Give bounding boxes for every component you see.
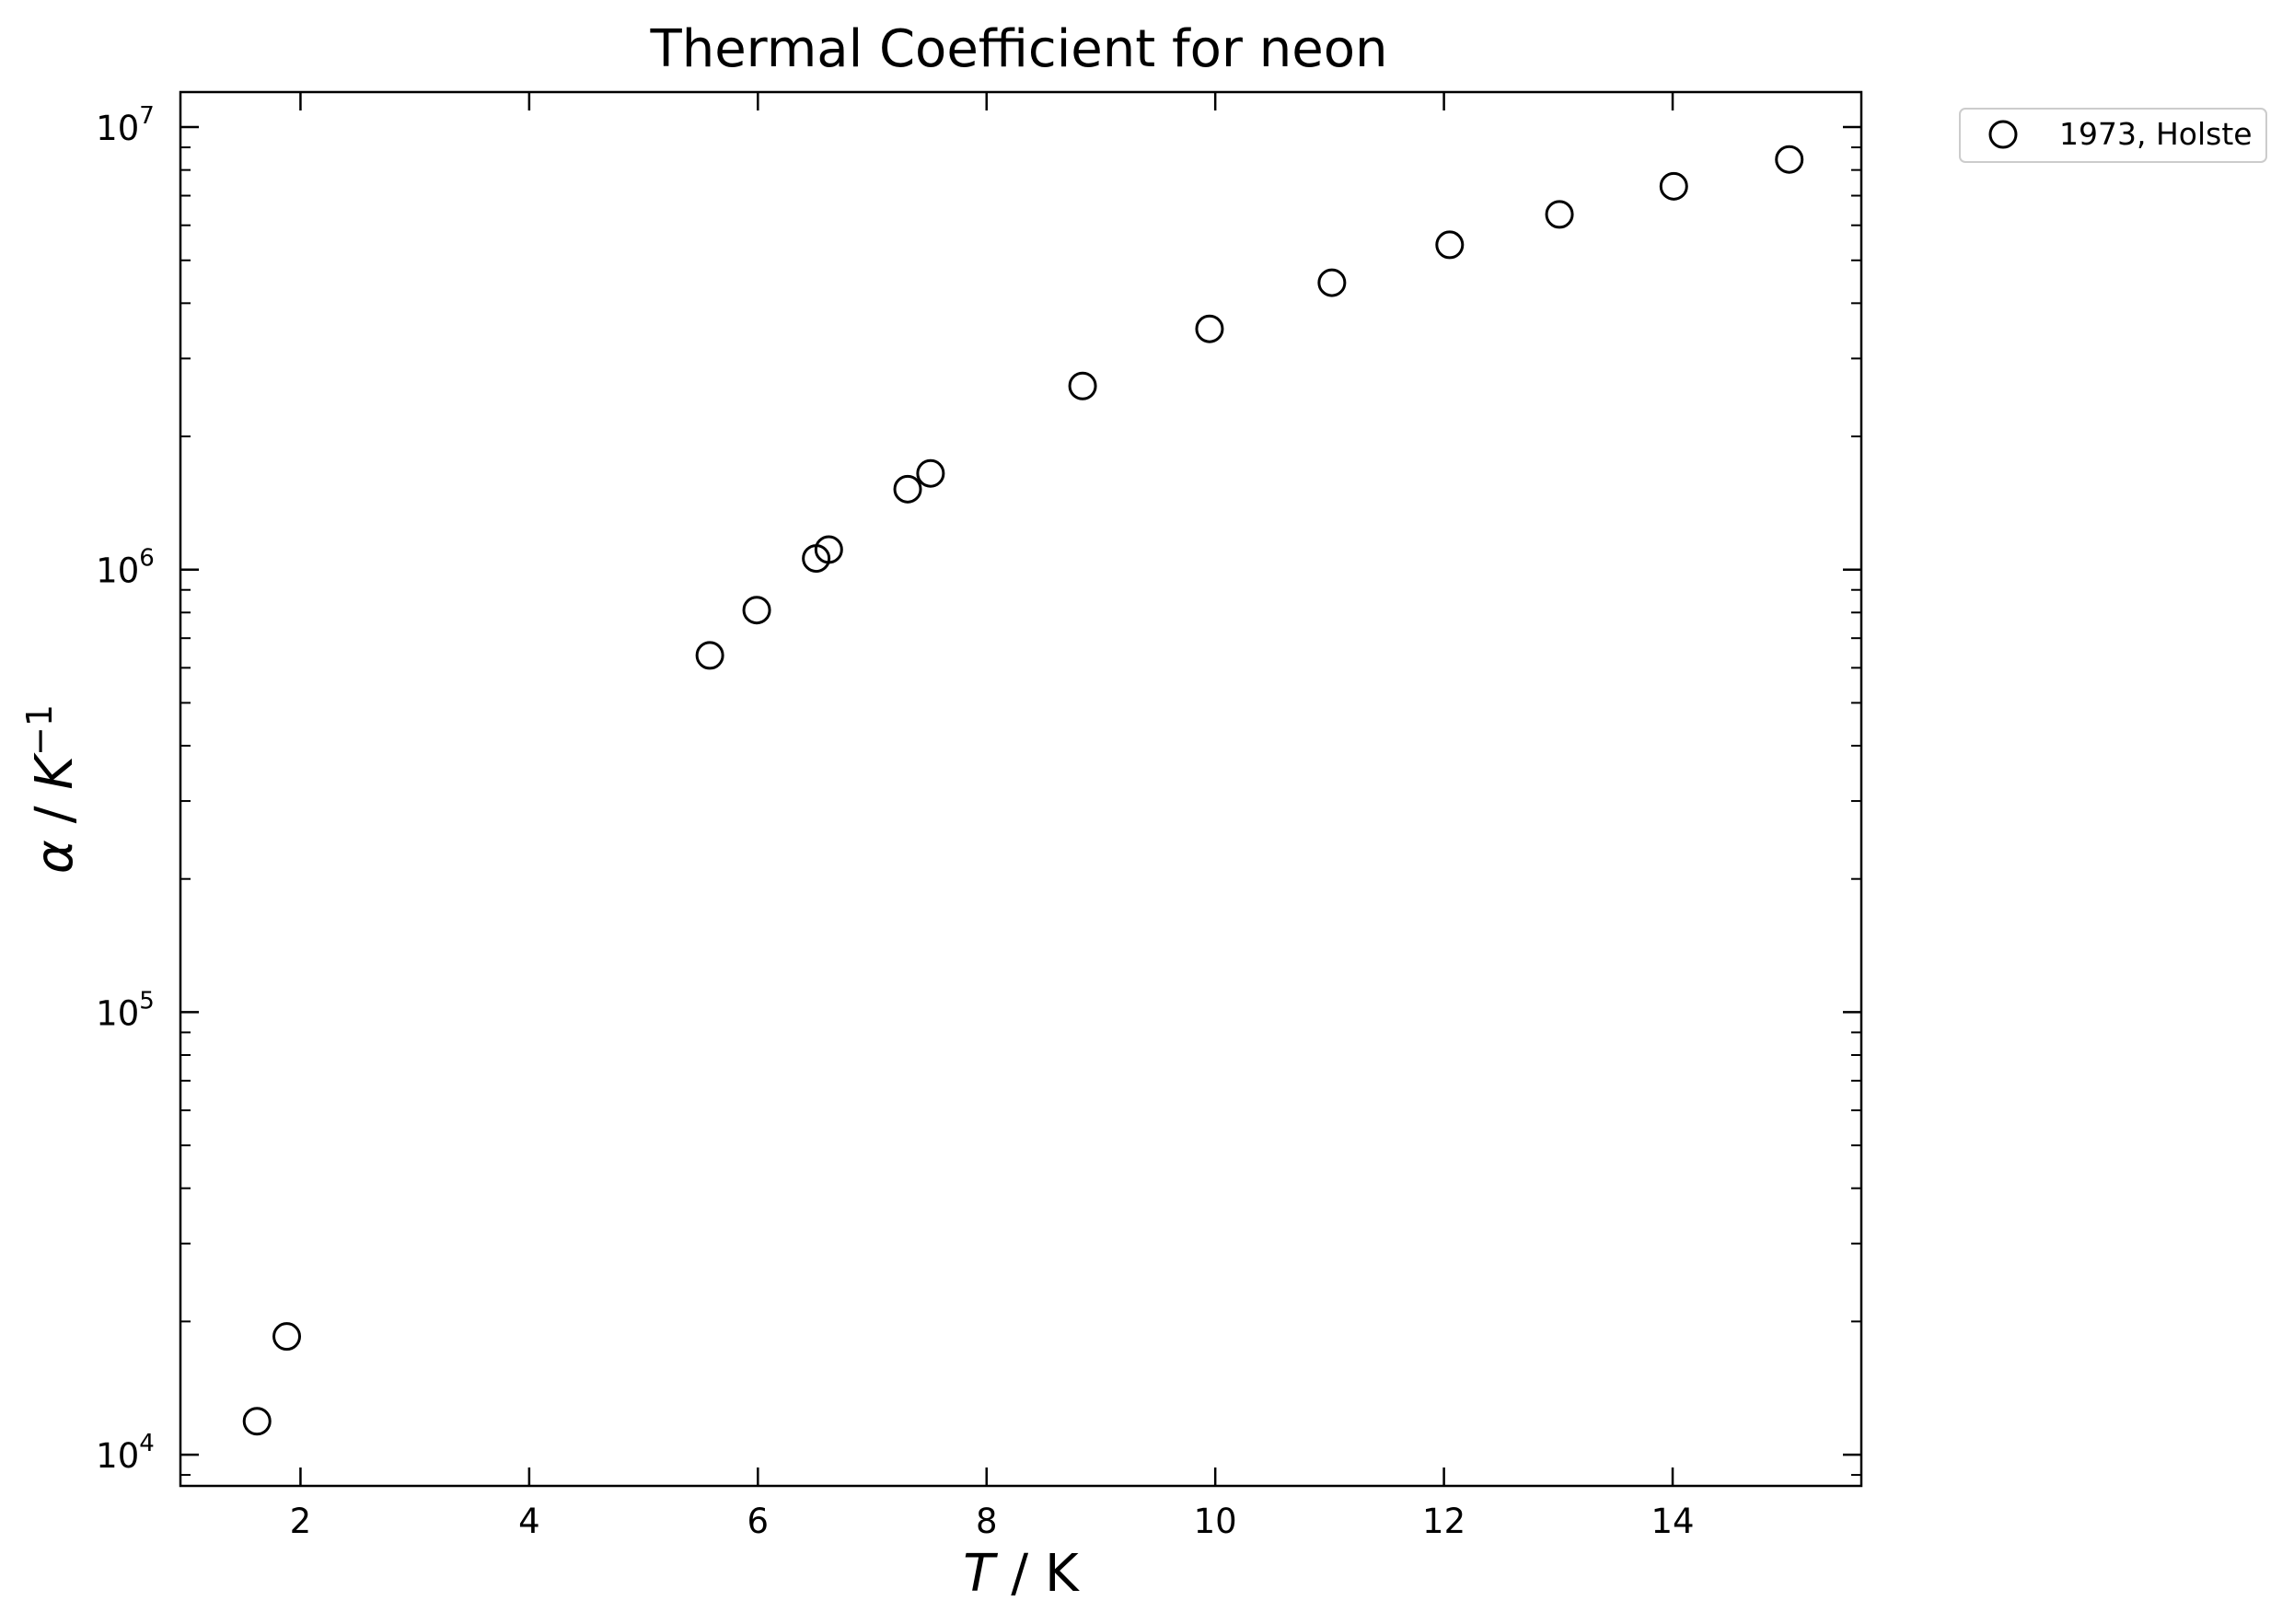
legend-marker — [1988, 120, 2018, 149]
x-axis-label: T / K — [963, 1544, 1080, 1604]
y-tick-exponent: 7 — [139, 102, 155, 130]
data-point — [1068, 371, 1097, 400]
x-tick-label: 8 — [976, 1502, 998, 1541]
x-tick-label: 14 — [1651, 1502, 1694, 1541]
x-tick-label: 2 — [290, 1502, 312, 1541]
y-axis-unit-exponent: −1 — [19, 704, 60, 756]
y-tick-label: 104 — [96, 1430, 155, 1476]
data-point — [272, 1322, 302, 1351]
y-tick-base: 10 — [96, 109, 139, 148]
y-tick-label: 107 — [96, 102, 155, 148]
legend-label: 1973, Holste — [2059, 116, 2253, 152]
x-axis-unit: / K — [995, 1544, 1080, 1604]
y-tick-label: 106 — [96, 545, 155, 591]
y-tick-exponent: 4 — [139, 1430, 155, 1457]
y-tick-base: 10 — [96, 993, 139, 1033]
data-point — [1317, 268, 1347, 297]
x-axis-variable: T — [963, 1544, 998, 1604]
y-axis-unit-separator: / — [25, 790, 85, 840]
x-tick-label: 10 — [1194, 1502, 1237, 1541]
y-tick-base: 10 — [96, 1436, 139, 1476]
data-point — [1659, 171, 1688, 201]
x-tick-label: 4 — [518, 1502, 540, 1541]
data-point — [1775, 145, 1804, 174]
data-point — [893, 474, 922, 504]
data-point — [916, 458, 945, 488]
y-tick-exponent: 6 — [139, 545, 155, 573]
legend: 1973, Holste — [1959, 108, 2267, 163]
y-axis-variable: α — [25, 840, 85, 874]
data-point — [1545, 200, 1574, 229]
y-tick-label: 105 — [96, 987, 155, 1033]
data-point — [1435, 230, 1465, 260]
x-tick-label: 6 — [747, 1502, 770, 1541]
data-point — [695, 641, 724, 670]
data-point — [1195, 314, 1224, 343]
chart-title: Thermal Coefficient for neon — [650, 19, 1388, 79]
x-axis-ticks: 2 4 6 8 10 12 14 — [290, 92, 1695, 1541]
data-point — [242, 1407, 272, 1436]
y-axis-unit-variable: K — [25, 752, 85, 790]
y-tick-exponent: 5 — [139, 987, 155, 1015]
data-point — [742, 596, 771, 625]
y-axis-label: α / K−1 — [19, 704, 85, 874]
legend-frame — [1959, 108, 2267, 163]
x-tick-label: 12 — [1422, 1502, 1465, 1541]
data-point — [814, 535, 843, 564]
plot-frame — [179, 90, 1863, 1488]
data-points — [242, 145, 1804, 1436]
y-tick-base: 10 — [96, 551, 139, 591]
